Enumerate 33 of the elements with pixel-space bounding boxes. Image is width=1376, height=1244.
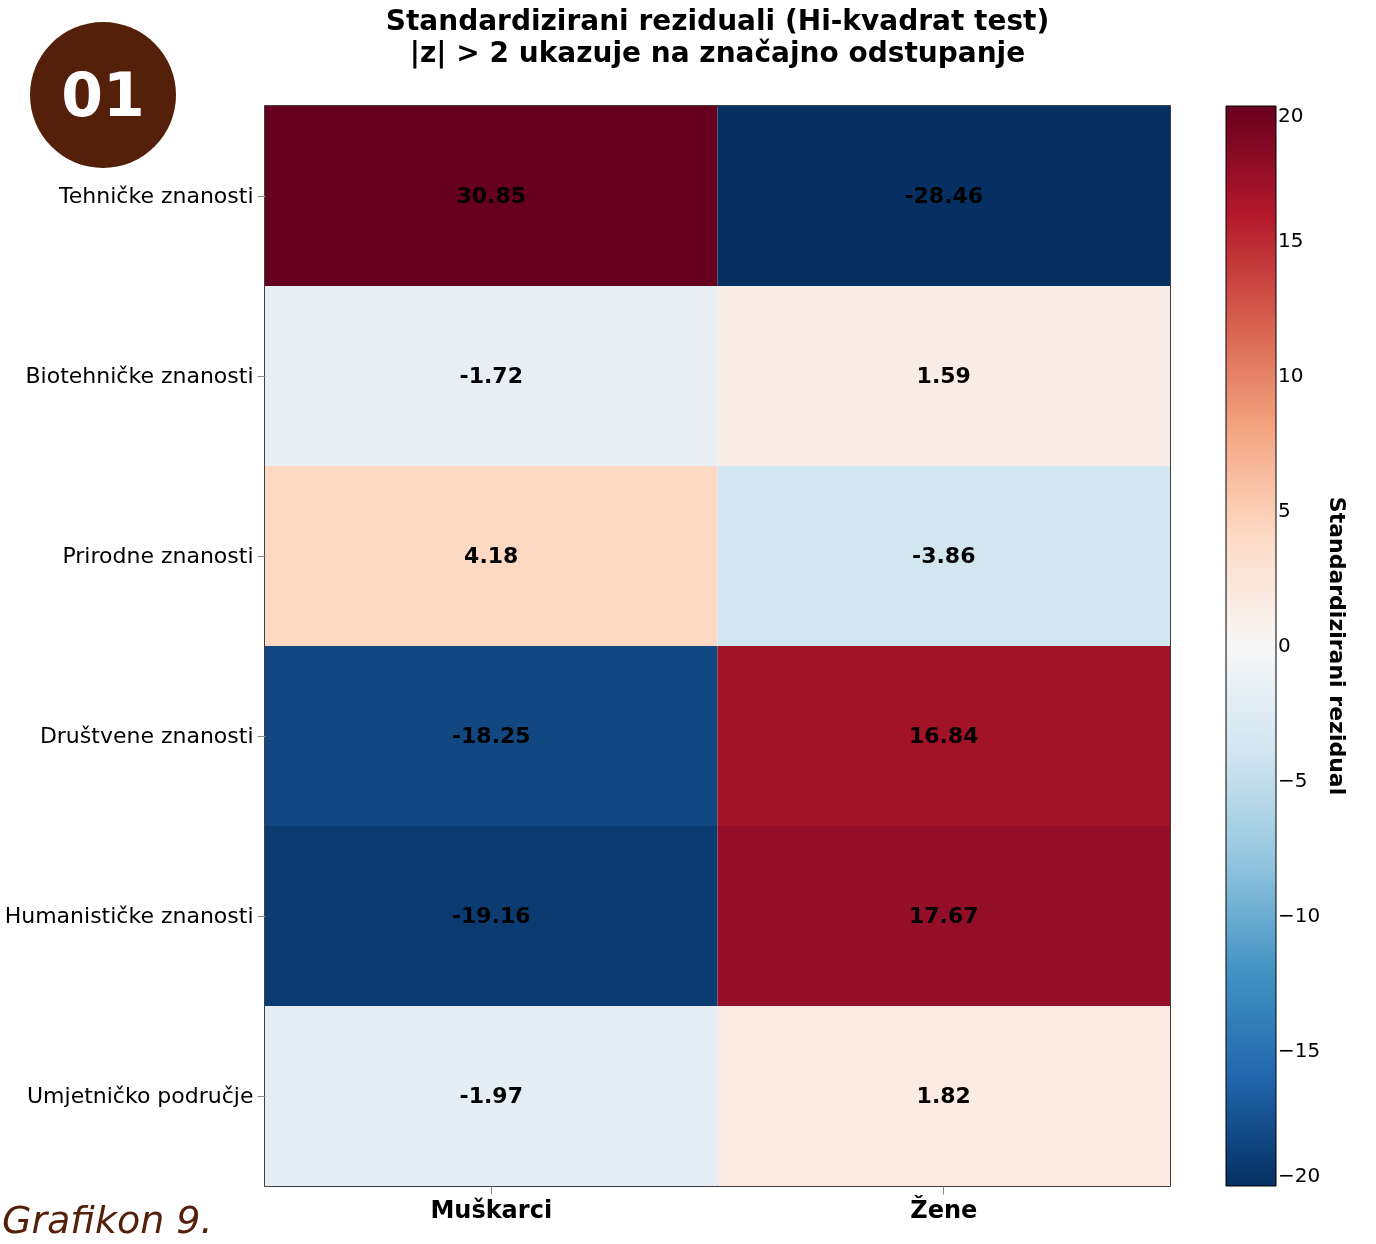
x-tick-label: Žene — [910, 1194, 978, 1224]
data-label: -1.72 — [459, 363, 523, 388]
data-label: -19.16 — [451, 903, 531, 928]
y-tick-label: Društvene znanosti — [39, 723, 254, 748]
data-label: 16.84 — [908, 723, 979, 748]
data-label: -18.25 — [451, 723, 531, 748]
chart-subtitle: |z| > 2 ukazuje na značajno odstupanje — [409, 36, 1026, 69]
color-bar-label: 15 — [1278, 228, 1304, 252]
color-bar-label: −5 — [1278, 768, 1308, 792]
color-bar-title: Standardizirani rezidual — [1325, 496, 1350, 796]
data-label: 4.18 — [464, 543, 519, 568]
data-label: -28.46 — [904, 183, 984, 208]
chart-title: Standardizirani reziduali (Hi-kvadrat test) — [385, 4, 1050, 37]
data-label: 30.85 — [456, 183, 527, 208]
color-bar-label: −15 — [1278, 1038, 1321, 1062]
color-bar-label: −10 — [1278, 903, 1321, 927]
data-label: -1.97 — [459, 1083, 523, 1108]
x-tick-label: Muškarci — [430, 1195, 553, 1224]
color-bar-label: 0 — [1278, 633, 1291, 657]
y-tick-label: Tehničke znanosti — [58, 183, 254, 208]
data-label: -3.86 — [912, 543, 976, 568]
y-tick-label: Umjetničko područje — [27, 1083, 254, 1108]
text: Grafikon 9. — [2, 1198, 213, 1242]
data-label: 17.67 — [908, 903, 979, 928]
y-tick-label: Humanističke znanosti — [4, 903, 254, 928]
color-bar-label: 20 — [1278, 103, 1304, 127]
data-label: 1.59 — [916, 363, 971, 388]
color-bar-label: −20 — [1278, 1163, 1321, 1187]
y-tick-label: Biotehničke znanosti — [25, 363, 254, 388]
color-bar-label: 10 — [1278, 363, 1304, 387]
y-tick-label: Prirodne znanosti — [62, 543, 254, 568]
data-label: 1.82 — [916, 1083, 971, 1108]
color-bar-label: 5 — [1278, 498, 1291, 522]
